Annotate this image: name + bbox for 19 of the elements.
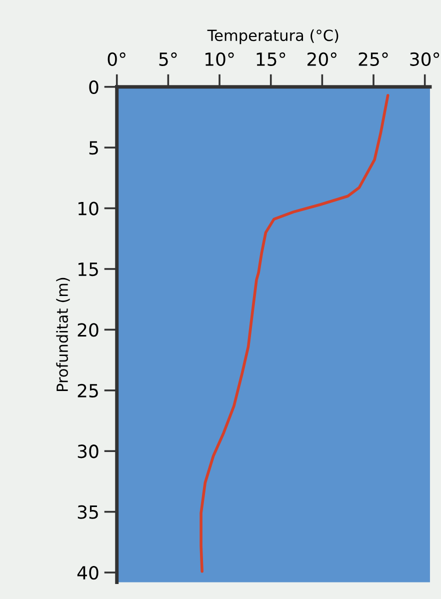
line-series — [200, 94, 390, 573]
x-tick-label: 5° — [159, 52, 177, 66]
y-tick-label: 20 — [78, 323, 98, 337]
y-tick-label: 10 — [78, 202, 98, 216]
x-tick-label: 10° — [206, 52, 234, 66]
x-tick-label: 25° — [358, 52, 388, 66]
y-tick-label: 40 — [77, 566, 98, 580]
x-tick-label: 15° — [256, 52, 286, 66]
x-tick-label: 20° — [308, 52, 336, 66]
y-tick-label: 15 — [78, 262, 98, 276]
x-tick-label: 0° — [108, 52, 126, 66]
y-tick-label: 35 — [78, 505, 98, 519]
y-axis-title: Profunditat (m) — [56, 278, 70, 391]
y-tick-label: 0 — [89, 80, 98, 94]
y-tick-label: 25 — [78, 384, 98, 398]
y-tick-label: 5 — [89, 141, 98, 155]
y-tick-label: 30 — [78, 444, 98, 458]
x-tick-label: 30° — [410, 52, 440, 66]
x-axis-title: Temperatura (°C) — [207, 29, 338, 44]
